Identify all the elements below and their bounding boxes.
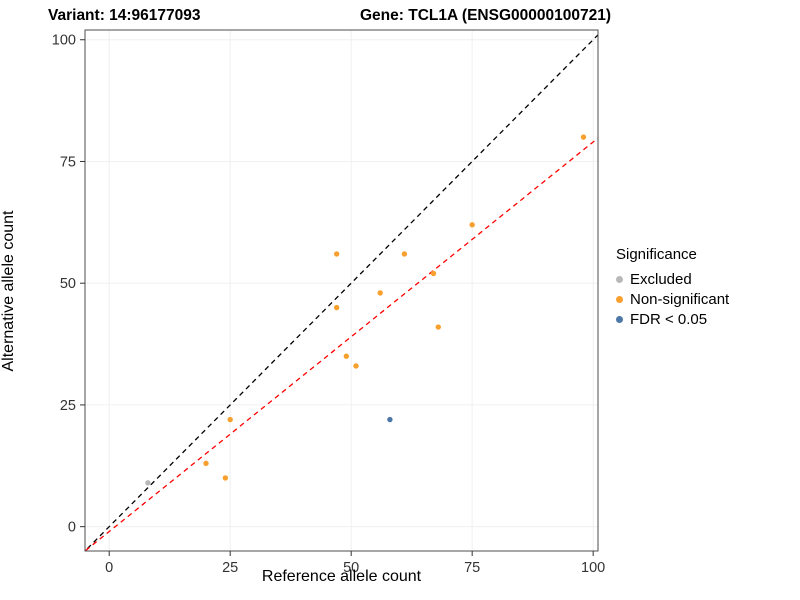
- data-point-non-significant: [401, 251, 408, 257]
- legend-label: Excluded: [630, 271, 692, 288]
- gene-title: Gene: TCL1A (ENSG00000100721): [360, 7, 611, 24]
- legend-title: Significance: [616, 246, 697, 263]
- y-tick-label: 100: [52, 33, 76, 49]
- legend: Significance Excluded Non-significant FDR …: [616, 246, 729, 331]
- legend-item-excluded: Excluded: [616, 271, 729, 288]
- x-tick-label: 75: [464, 560, 480, 576]
- data-point-fdr-0-05: [387, 416, 393, 423]
- data-point-non-significant: [203, 460, 209, 467]
- legend-dot-icon: [616, 296, 623, 303]
- x-tick-label: 25: [222, 560, 238, 576]
- data-point-non-significant: [430, 270, 437, 277]
- data-point-non-significant: [333, 304, 340, 311]
- legend-label: FDR < 0.05: [630, 311, 708, 328]
- fit-line: [85, 137, 598, 551]
- x-axis-title: Reference allele count: [261, 568, 422, 585]
- data-point-non-significant: [333, 251, 340, 257]
- y-tick-label: 25: [60, 398, 76, 414]
- x-tick-label: 50: [343, 560, 359, 576]
- data-point-non-significant: [580, 134, 587, 140]
- y-axis-title: Alternative allele count: [0, 210, 17, 372]
- data-point-non-significant: [222, 475, 229, 481]
- y-tick-label: 0: [68, 520, 76, 536]
- data-point-non-significant: [435, 324, 441, 330]
- y-tick-label: 50: [60, 276, 76, 292]
- data-point-non-significant: [353, 363, 359, 369]
- identity-line: [85, 33, 598, 551]
- panel-border: [84, 29, 599, 552]
- x-tick-label: 100: [581, 560, 605, 576]
- x-tick-label: 0: [105, 560, 113, 576]
- data-point-non-significant: [469, 222, 475, 228]
- legend-dot-icon: [616, 276, 623, 283]
- legend-item-fdr-0-05: FDR < 0.05: [616, 311, 729, 328]
- legend-item-non-significant: Non-significant: [616, 291, 729, 308]
- legend-items: Excluded Non-significant FDR < 0.05: [616, 271, 729, 328]
- data-point-non-significant: [343, 353, 350, 359]
- legend-dot-icon: [616, 316, 623, 323]
- plot-panel: [85, 30, 598, 551]
- data-point-excluded: [145, 480, 151, 486]
- legend-label: Non-significant: [630, 291, 730, 308]
- data-point-non-significant: [227, 416, 233, 423]
- data-point-non-significant: [377, 290, 383, 296]
- y-tick-label: 75: [60, 154, 76, 170]
- variant-title: Variant: 14:96177093: [48, 7, 201, 24]
